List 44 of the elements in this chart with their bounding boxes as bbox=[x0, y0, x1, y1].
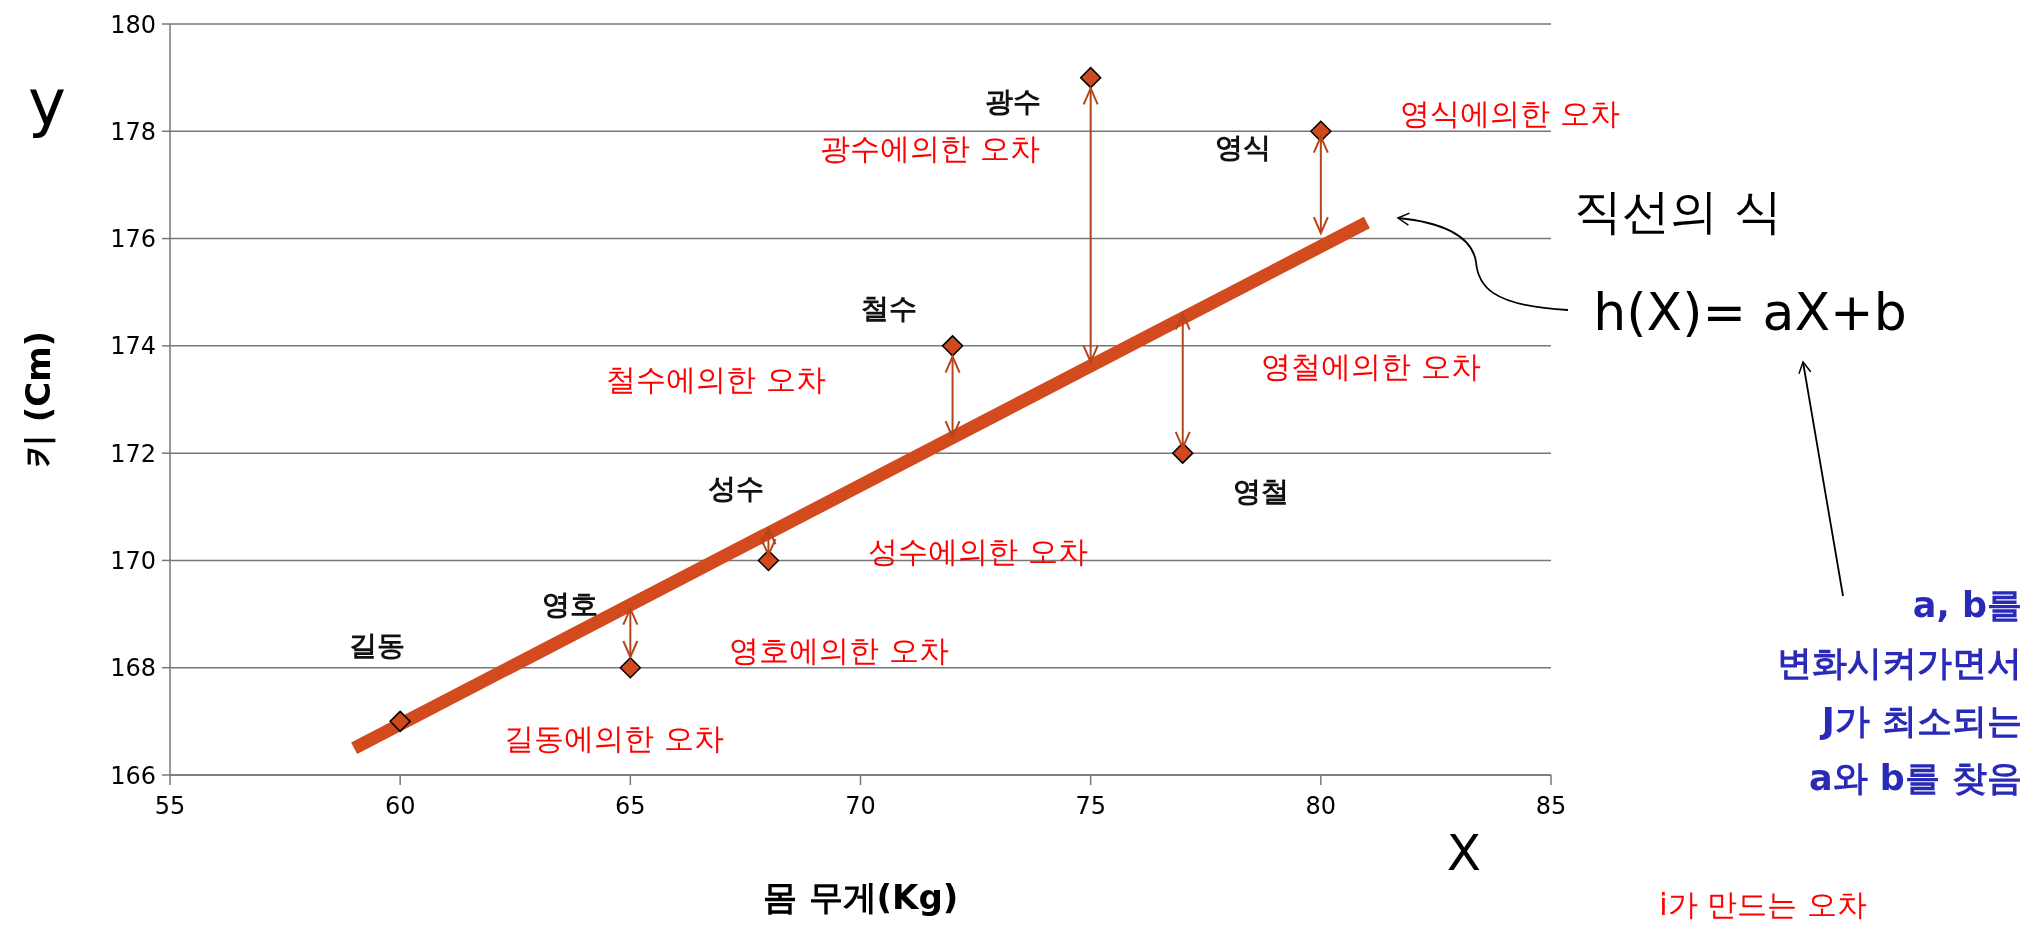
annotation: 광수 bbox=[984, 85, 1041, 119]
point bbox=[1171, 442, 1194, 464]
y-tick-label: 166 bbox=[110, 761, 156, 790]
annotation: 영호 bbox=[542, 587, 599, 621]
text: i가 만드는 오차 bbox=[1659, 887, 1867, 922]
point bbox=[1079, 66, 1102, 89]
x-tick-label: 85 bbox=[1535, 792, 1567, 821]
point bbox=[389, 710, 411, 733]
annotation: 성수에의한 오차 bbox=[868, 534, 1088, 569]
y-tick-label: 180 bbox=[110, 10, 156, 39]
annotation: 영호에의한 오차 bbox=[729, 633, 949, 668]
x-tick-label: 75 bbox=[1075, 792, 1106, 821]
point bbox=[757, 549, 780, 572]
annotation: 길동에의한 오차 bbox=[504, 721, 724, 756]
y-tick-label: 170 bbox=[110, 546, 156, 575]
y-axis-title: 키 (Cm) bbox=[17, 330, 58, 469]
annotation: 성수 bbox=[708, 472, 765, 506]
text: h(X)= aX+b bbox=[1593, 282, 1907, 342]
annotation: 길동 bbox=[349, 629, 406, 663]
y-tick-label: 174 bbox=[110, 332, 156, 361]
x-tick-label: 80 bbox=[1305, 792, 1337, 821]
text: X bbox=[1446, 824, 1482, 882]
x-tick-label: 65 bbox=[615, 792, 646, 821]
x-tick-label: 55 bbox=[154, 792, 186, 821]
y-tick-label: 168 bbox=[110, 654, 156, 683]
text: y bbox=[28, 66, 66, 140]
annotation: 광수에의한 오차 bbox=[820, 131, 1040, 166]
y-tick-label: 172 bbox=[110, 439, 156, 468]
point bbox=[1310, 120, 1332, 143]
annotation: 영식 bbox=[1214, 131, 1271, 165]
text: a, b를 변화시켜가면서 J가 최소되는 a와 b를 찾음 bbox=[1777, 585, 2022, 799]
annotation: 영식에의한 오차 bbox=[1400, 96, 1620, 131]
x-tick-label: 70 bbox=[845, 792, 876, 821]
annotation: 영철에의한 오차 bbox=[1261, 349, 1481, 384]
point bbox=[619, 656, 642, 679]
y-tick-label: 176 bbox=[110, 225, 156, 254]
x-tick-label: 60 bbox=[384, 792, 416, 821]
text: 직선의 식 bbox=[1574, 183, 1782, 239]
point bbox=[941, 335, 964, 357]
annotation: 철수에의한 오차 bbox=[606, 362, 826, 397]
annotation: 철수 bbox=[860, 291, 917, 325]
x-axis-title: 몸 무게(Kg) bbox=[762, 876, 959, 917]
y-tick-label: 178 bbox=[110, 117, 156, 146]
annotation: 영철 bbox=[1232, 474, 1289, 508]
